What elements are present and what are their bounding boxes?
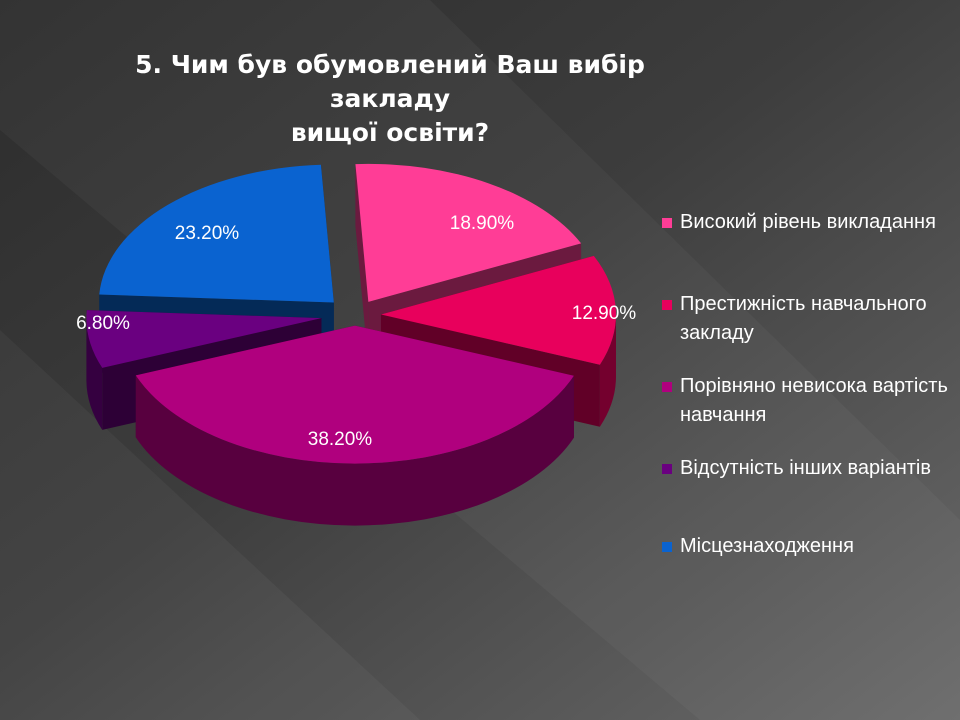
pie-slice-top bbox=[355, 163, 582, 302]
pie-slice-top bbox=[380, 255, 616, 365]
pie-slice-side-start bbox=[355, 164, 369, 364]
legend-label: Престижність навчального закладу bbox=[680, 293, 927, 344]
legend-swatch bbox=[662, 300, 672, 310]
pie-data-labels: 18.90% 12.90% 38.20% 6.80% 23.20% bbox=[76, 213, 636, 450]
pie-slice-outer-wall bbox=[599, 314, 616, 427]
pie-slices bbox=[86, 163, 616, 526]
legend-swatch bbox=[662, 218, 672, 228]
pie-slice-outer-wall bbox=[86, 318, 103, 430]
chart-title-line-1: 5. Чим був обумовлений Ваш вибір закладу bbox=[135, 50, 645, 113]
chart-legend: Високий рівень викладання Престижність н… bbox=[660, 208, 950, 561]
legend-swatch bbox=[662, 542, 672, 552]
legend-swatch bbox=[662, 382, 672, 392]
legend-label: Високий рівень викладання bbox=[680, 211, 936, 233]
pie-slice-top bbox=[86, 310, 322, 368]
legend-swatch bbox=[662, 464, 672, 474]
legend-label: Порівняно невисока вартість навчання bbox=[680, 375, 948, 426]
data-label: 23.20% bbox=[175, 223, 240, 244]
data-label: 18.90% bbox=[450, 213, 515, 234]
data-label: 6.80% bbox=[76, 313, 130, 334]
chart-title: 5. Чим був обумовлений Ваш вибір закладу… bbox=[110, 48, 670, 150]
pie-slice-3 bbox=[135, 325, 574, 526]
legend-item-low-cost: Порівняно невисока вартість навчання bbox=[660, 372, 950, 454]
pie-slice-top bbox=[135, 325, 574, 464]
chart-title-line-2: вищої освіти? bbox=[290, 118, 490, 147]
data-label: 38.20% bbox=[308, 429, 373, 450]
legend-item-location: Місцезнаходження bbox=[660, 532, 950, 561]
legend-item-no-alternatives: Відсутність інших варіантів bbox=[660, 454, 950, 532]
legend-item-high-teaching-level: Високий рівень викладання bbox=[660, 208, 950, 290]
legend-item-prestige: Престижність навчального закладу bbox=[660, 290, 950, 372]
legend-label: Відсутність інших варіантів bbox=[680, 457, 931, 479]
pie-slice-top bbox=[99, 164, 334, 303]
legend-label: Місцезнаходження bbox=[680, 535, 854, 557]
data-label: 12.90% bbox=[572, 303, 637, 324]
pie-slice-outer-wall bbox=[135, 375, 574, 526]
